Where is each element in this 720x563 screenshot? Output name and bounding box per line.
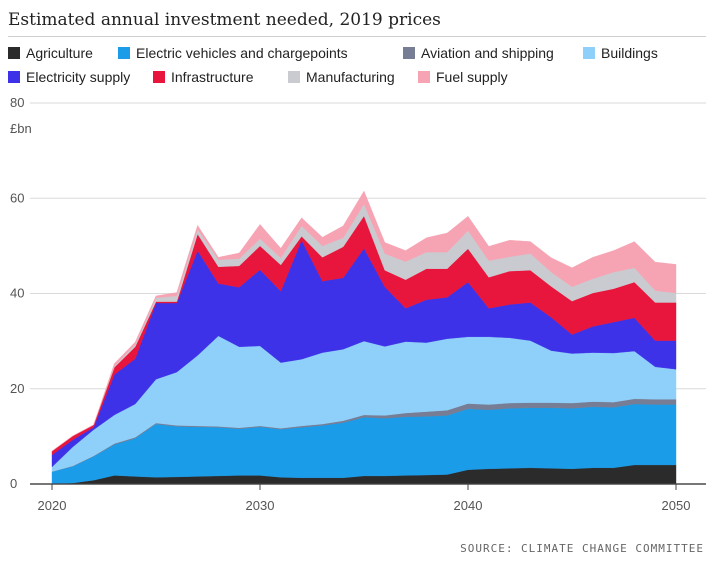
legend-swatch [118, 47, 130, 59]
chart-title: Estimated annual investment needed, 2019… [8, 10, 441, 30]
x-tick-label: 2040 [454, 498, 483, 513]
legend-item-manufacturing: Manufacturing [288, 69, 395, 85]
legend-item-agriculture: Agriculture [8, 45, 93, 61]
x-tick-label: 2030 [246, 498, 275, 513]
y-tick-label: 20 [10, 381, 24, 396]
area-fuel-supply [51, 190, 677, 452]
legend-label: Buildings [601, 45, 658, 61]
legend-label: Electricity supply [26, 69, 131, 85]
x-tick-label: 2020 [38, 498, 67, 513]
legend-label: Infrastructure [171, 69, 254, 85]
legend-item-electric-vehicles-and-chargepoints: Electric vehicles and chargepoints [118, 45, 348, 61]
legend-label: Fuel supply [436, 69, 508, 85]
legend-label: Aviation and shipping [421, 45, 554, 61]
legend-item-aviation-and-shipping: Aviation and shipping [403, 45, 554, 61]
y-tick-label: 60 [10, 190, 24, 205]
y-axis-unit-label: £bn [10, 121, 32, 136]
legend-swatch [288, 71, 300, 83]
legend-label: Manufacturing [306, 69, 395, 85]
legend-item-electricity-supply: Electricity supply [8, 69, 130, 85]
legend-swatch [8, 47, 20, 59]
source-note: SOURCE: CLIMATE CHANGE COMMITTEE [460, 542, 704, 555]
legend-swatch [583, 47, 595, 59]
legend-swatch [403, 47, 415, 59]
legend-swatch [418, 71, 430, 83]
legend-swatch [153, 71, 165, 83]
legend-item-infrastructure: Infrastructure [153, 69, 253, 85]
y-tick-label: 80 [10, 95, 24, 110]
legend-item-buildings: Buildings [583, 45, 658, 61]
title-divider [8, 36, 706, 37]
legend-item-fuel-supply: Fuel supply [418, 69, 508, 85]
legend-label: Electric vehicles and chargepoints [136, 45, 348, 61]
y-tick-label: 0 [10, 476, 17, 491]
legend-label: Agriculture [26, 45, 93, 61]
y-tick-label: 40 [10, 286, 24, 301]
legend-swatch [8, 71, 20, 83]
x-tick-label: 2050 [662, 498, 691, 513]
